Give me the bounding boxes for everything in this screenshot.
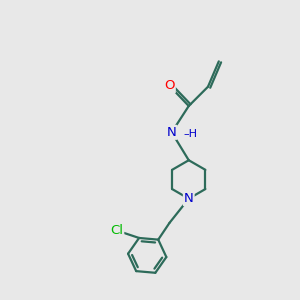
Text: –H: –H bbox=[184, 129, 197, 139]
Text: O: O bbox=[164, 79, 175, 92]
Text: N: N bbox=[184, 192, 194, 205]
Text: N: N bbox=[167, 126, 177, 139]
Text: Cl: Cl bbox=[110, 224, 123, 237]
